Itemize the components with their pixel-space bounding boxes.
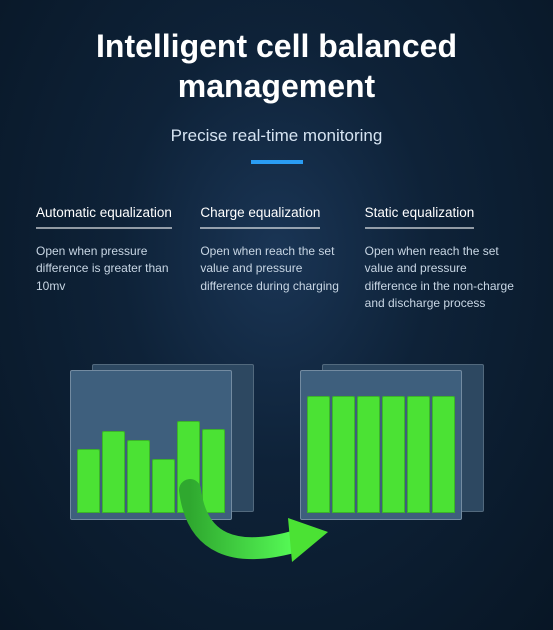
column-charge: Charge equalization Open when reach the … bbox=[200, 204, 352, 313]
feature-columns: Automatic equalization Open when pressur… bbox=[0, 164, 553, 313]
title-line-1: Intelligent cell balanced bbox=[96, 28, 457, 64]
column-head: Automatic equalization bbox=[36, 205, 172, 229]
column-static: Static equalization Open when reach the … bbox=[365, 204, 517, 313]
battery-cell bbox=[127, 440, 150, 513]
battery-cell bbox=[432, 396, 455, 513]
balancing-diagram bbox=[0, 360, 553, 620]
battery-cell bbox=[407, 396, 430, 513]
column-body: Open when pressure difference is greater… bbox=[36, 243, 188, 295]
page-title: Intelligent cell balanced management bbox=[0, 0, 553, 106]
title-line-2: management bbox=[178, 68, 375, 104]
battery-cell bbox=[382, 396, 405, 513]
column-automatic: Automatic equalization Open when pressur… bbox=[36, 204, 188, 313]
battery-cell bbox=[357, 396, 380, 513]
subtitle: Precise real-time monitoring bbox=[0, 126, 553, 146]
column-head: Charge equalization bbox=[200, 205, 320, 229]
column-body: Open when reach the set value and pressu… bbox=[200, 243, 352, 295]
arrow-icon bbox=[170, 470, 340, 590]
battery-cell bbox=[77, 449, 100, 513]
column-body: Open when reach the set value and pressu… bbox=[365, 243, 517, 313]
column-head: Static equalization bbox=[365, 205, 475, 229]
battery-cell bbox=[102, 431, 125, 513]
